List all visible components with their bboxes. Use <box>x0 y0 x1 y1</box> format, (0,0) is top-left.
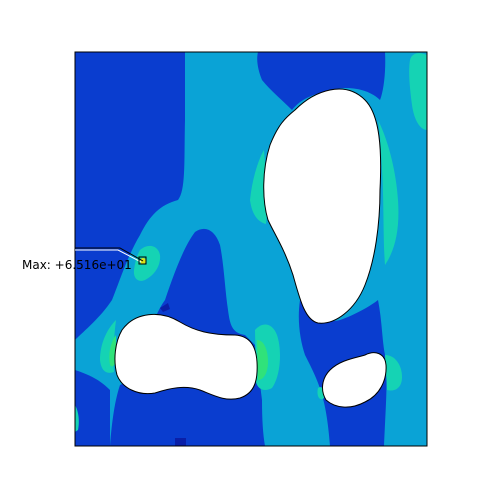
max-label-prefix: Max: <box>22 258 55 272</box>
hole-small-lower-right <box>322 352 387 408</box>
band-cyan-right-edge <box>409 53 427 130</box>
hole-lower-left <box>114 313 258 400</box>
band-dark-blue-top <box>257 52 386 110</box>
band-cyan-hole1-right <box>378 120 399 265</box>
dark-mark-small <box>160 303 170 312</box>
band-cyan-hole3-right <box>385 355 402 391</box>
band-green-hole2-left <box>109 335 116 367</box>
band-dark-blue-bottom-left <box>75 370 110 446</box>
hole-large-upper-right <box>263 88 382 324</box>
plate-outline <box>74 51 428 447</box>
max-leader-line-inner <box>75 249 142 263</box>
band-cyan-hole1-left <box>250 150 267 224</box>
band-cyan-spot <box>133 245 161 281</box>
max-label-value: +6.516e+01 <box>54 258 132 272</box>
band-dark-blue-left <box>75 52 185 340</box>
band-cyan-bottom-left <box>75 405 79 432</box>
max-annotation-label: Max: +6.516e+01 <box>22 258 132 272</box>
dark-mark-bottom <box>175 438 186 446</box>
max-marker <box>138 256 147 265</box>
max-leader-line <box>75 247 144 262</box>
band-green-hole2-right <box>257 340 268 380</box>
